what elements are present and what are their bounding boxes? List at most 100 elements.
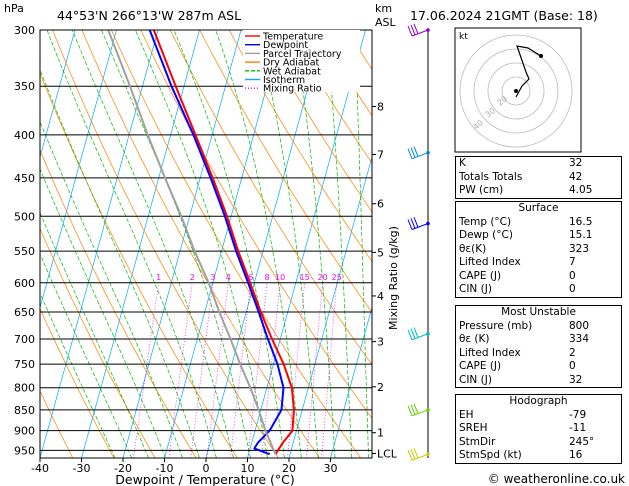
wet-adiabat-line: [40, 211, 149, 458]
hpa-unit-label: hPa: [4, 2, 24, 15]
mixing-ratio-line: [261, 282, 281, 458]
wind-barb-feather: [413, 327, 419, 338]
x-tick-label: 0: [203, 462, 210, 475]
hodograph-point: [539, 54, 543, 58]
sounding-profiles: [107, 30, 295, 456]
wet-adiabat-line: [215, 30, 302, 458]
mixing-ratio-label: 3: [210, 273, 215, 282]
pw-row: PW (cm) 4.05: [459, 184, 593, 196]
wind-barb-feather: [407, 25, 413, 37]
hodograph-box: Hodograph EH -79 SREH -11 StmDir 245° StmSp…: [455, 394, 622, 464]
hodograph-unit-label: kt: [459, 32, 468, 42]
mixing-ratio-label: 15: [300, 273, 310, 282]
temperature-axis: -40 -30 -20 -10 0 10 20 30: [31, 458, 338, 475]
km-tick-label: 5: [377, 246, 384, 259]
wind-barb-feather: [410, 218, 416, 229]
mixing-ratio-line: [230, 282, 251, 458]
hodograph-ring: [501, 76, 531, 106]
height-axis: 8 7 6 5 4 3 2 1 LCL: [372, 100, 398, 460]
dry-adiabat-line: [199, 30, 372, 314]
x-tick-label: -10: [156, 462, 174, 475]
hodograph-ring: [487, 62, 545, 120]
wet-adiabat-line: [40, 168, 166, 458]
x-tick-label: -40: [31, 462, 49, 475]
surface-title: Surface: [518, 202, 559, 214]
wind-barbs: [407, 23, 430, 461]
isotherm-line: [40, 30, 76, 159]
pressure-tick-label: 900: [14, 425, 35, 438]
pressure-tick-label: 400: [14, 129, 35, 142]
hodograph-origin: [514, 89, 518, 93]
most-unstable-title: Most Unstable: [501, 306, 576, 318]
dry-adiabat-line: [228, 30, 372, 263]
dewpoint-profile: [148, 30, 285, 456]
datetime-title: 17.06.2024 21GMT (Base: 18): [410, 8, 598, 23]
dry-adiabat-line: [40, 149, 197, 458]
pressure-tick-label: 950: [14, 444, 35, 457]
km-tick-label: 3: [377, 336, 384, 349]
hodograph-title: Hodograph: [509, 395, 568, 407]
dry-adiabat-line: [169, 30, 372, 366]
legend-label: Temperature: [262, 32, 323, 43]
mixing-ratio-label: 1: [156, 273, 161, 282]
wet-adiabat-line: [354, 30, 369, 458]
most-unstable-box: Most Unstable Pressure (mb) 800 θε (K) 334…: [455, 305, 622, 388]
asl-unit-label: ASL: [375, 16, 397, 29]
legend-label: Isotherm: [263, 75, 305, 86]
pressure-tick-label: 550: [14, 245, 35, 258]
legend-background: [243, 30, 360, 92]
legend-label: Dry Adiabat: [263, 58, 320, 69]
x-tick-label: -20: [114, 462, 132, 475]
isotherm-line: [40, 30, 117, 309]
mixing-ratio-line: [306, 282, 323, 458]
wind-barb-feather: [407, 329, 413, 340]
isotherm-line: [122, 30, 242, 458]
wet-adiabat-line: [40, 120, 183, 458]
mixing-ratio-label: 8: [265, 273, 270, 282]
pressure-tick-label: 850: [14, 404, 35, 417]
x-axis-label: Dewpoint / Temperature (°C): [115, 472, 294, 486]
isotherm-line: [164, 30, 283, 458]
pressure-tick-label: 800: [14, 382, 35, 395]
location-title: 44°53'N 266°13'W 287m ASL: [57, 8, 241, 23]
x-tick-label: 10: [241, 462, 255, 475]
wind-barb-feather: [410, 24, 416, 36]
dry-adiabat-line: [40, 307, 115, 458]
mixing-ratio-label: 2: [190, 273, 195, 282]
wet-adiabat-line: [326, 30, 353, 458]
mixing-ratio-line: [321, 282, 338, 458]
km-tick-label: 1: [377, 427, 384, 440]
wet-adiabat-line: [135, 30, 268, 458]
mixing-ratio-line: [190, 282, 214, 458]
km-tick-label: 4: [377, 290, 384, 303]
km-tick-label: 7: [377, 148, 384, 161]
dry-adiabat-line: [258, 30, 372, 213]
wind-barb-feather: [410, 448, 416, 460]
hodograph-ring: [473, 48, 559, 134]
wind-barb-feather: [413, 447, 419, 459]
dry-adiabat-line: [40, 390, 74, 458]
pressure-tick-label: 300: [14, 24, 35, 37]
wind-barb-feather: [413, 146, 419, 157]
km-tick-label: 6: [377, 198, 384, 211]
km-tick-label: 8: [377, 100, 384, 113]
temperature-profile: [152, 30, 295, 455]
wind-barb-feather: [413, 403, 419, 414]
totals-row: Totals Totals 42: [459, 170, 583, 183]
x-tick-label: 30: [324, 462, 338, 475]
wet-adiabat-line: [293, 30, 336, 458]
wet-adiabat-line: [40, 68, 200, 458]
wet-adiabat-line: [101, 30, 251, 458]
indices-box: K 32 Totals Totals 42 PW (cm) 4.05: [455, 156, 622, 199]
hodograph-ring: [459, 34, 573, 148]
pressure-tick-label: 500: [14, 210, 35, 223]
isotherm-line: [81, 30, 200, 458]
surface-box: Surface Temp (°C) 16.5 Dewp (°C) 15.1 θε(K…: [455, 201, 622, 298]
dry-adiabat-line: [40, 227, 156, 458]
pressure-tick-label: 600: [14, 277, 35, 290]
dry-adiabat-line: [287, 30, 372, 164]
pressure-tick-label: 450: [14, 172, 35, 185]
isotherm-line: [330, 306, 372, 458]
